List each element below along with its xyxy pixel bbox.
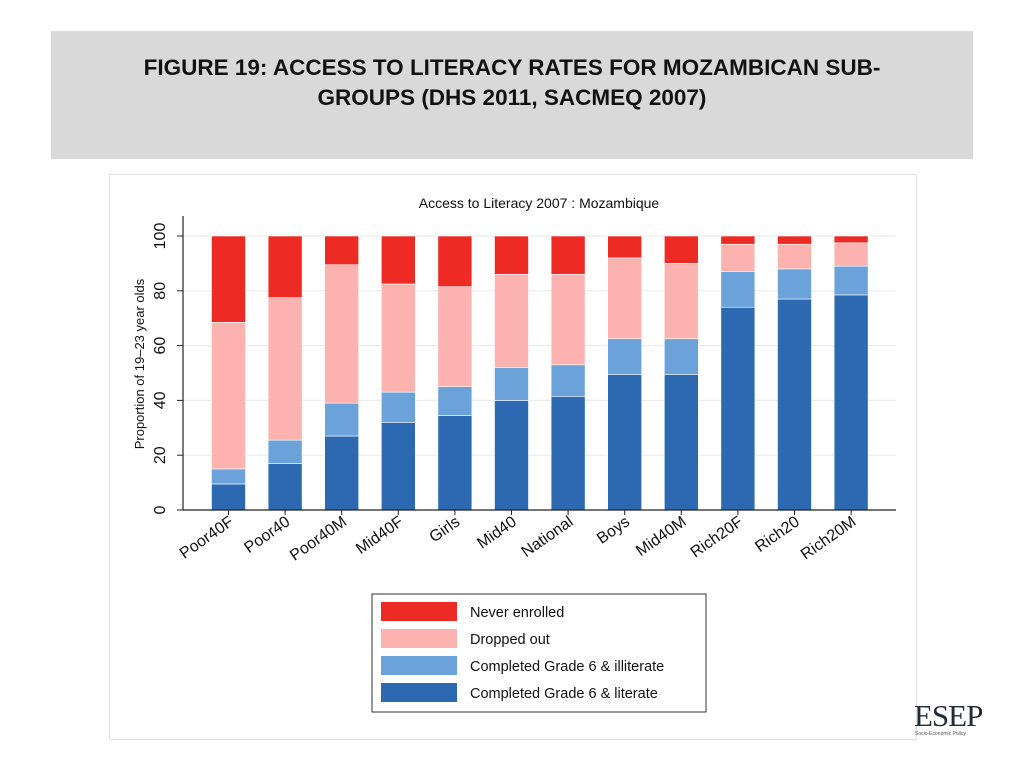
bar-segment-mid40f-1 [380, 391, 416, 423]
legend-label: Completed Grade 6 & illiterate [470, 659, 664, 675]
bar-segment-mid40m-0 [663, 374, 699, 511]
bar-segment-national-0 [550, 395, 586, 511]
bar-segment-poor40f-0 [211, 483, 246, 511]
bar-segment-poor40-0 [267, 463, 303, 511]
legend-swatch [381, 602, 457, 621]
legend-swatch [381, 683, 457, 702]
bar-segment-mid40-0 [494, 400, 529, 511]
bar-segment-rich20m-3 [833, 235, 869, 244]
bar-segment-girls-3 [437, 235, 473, 287]
slide-header: FIGURE 19: ACCESS TO LITERACY RATES FOR … [51, 31, 973, 159]
y-tick-label: 60 [152, 337, 169, 355]
bars [211, 235, 869, 511]
logo-subtitle: Socio-Economic Policy [915, 731, 966, 737]
bar-segment-mid40f-2 [380, 283, 416, 393]
slide-title: FIGURE 19: ACCESS TO LITERACY RATES FOR … [143, 55, 881, 110]
x-tick-label: National [519, 513, 577, 561]
legend-label: Completed Grade 6 & literate [470, 686, 658, 702]
bar-segment-national-3 [550, 235, 586, 275]
y-tick-label: 80 [152, 282, 169, 300]
legend-label: Never enrolled [470, 605, 564, 621]
bar-segment-poor40m-3 [324, 235, 360, 266]
bar-segment-rich20-3 [777, 235, 812, 245]
logo-text: ESEP [914, 698, 983, 733]
x-tick-label: Mid40 [474, 513, 520, 552]
y-tick-label: 100 [152, 223, 169, 250]
bar-segment-boys-2 [607, 257, 643, 340]
bar-segment-poor40-2 [267, 297, 303, 441]
x-tick-label: Girls [427, 513, 464, 546]
legend-swatch [381, 629, 457, 648]
bar-segment-poor40-3 [267, 235, 303, 298]
bar-segment-poor40m-2 [324, 264, 360, 404]
x-tick-label: Rich20M [798, 513, 859, 563]
bar-segment-poor40f-2 [211, 322, 246, 470]
y-axis-label: Proportion of 19–23 year olds [132, 278, 147, 449]
bar-segment-boys-1 [607, 338, 643, 375]
bar-segment-poor40f-3 [211, 235, 246, 323]
y-tick-label: 0 [152, 505, 169, 514]
bar-segment-girls-2 [437, 286, 473, 388]
legend-swatch [381, 656, 457, 675]
bar-segment-poor40m-1 [324, 402, 360, 437]
x-tick-label: Poor40M [287, 513, 350, 564]
bar-segment-mid40-2 [494, 274, 529, 368]
legend: Never enrolled Dropped out Completed Grade… [371, 593, 707, 713]
x-tick-label: Boys [594, 513, 633, 547]
x-tick-label: Poor40F [177, 513, 237, 562]
bar-segment-rich20-2 [777, 243, 812, 270]
x-tick-label: Poor40 [241, 513, 293, 557]
y-tick-label: 40 [152, 391, 169, 409]
bar-segment-girls-0 [437, 415, 473, 511]
bar-segment-national-1 [550, 364, 586, 397]
x-tick-label: Mid40M [633, 513, 689, 560]
bar-segment-rich20f-2 [720, 243, 756, 272]
bar-segment-mid40-1 [494, 367, 529, 401]
bar-segment-rich20m-2 [833, 242, 869, 267]
bar-segment-mid40m-2 [663, 263, 699, 340]
bar-segment-rich20m-1 [833, 265, 869, 296]
bar-segment-rich20m-0 [833, 294, 869, 511]
bar-segment-boys-3 [607, 235, 643, 259]
bar-segment-boys-0 [607, 374, 643, 511]
bar-segment-mid40-3 [494, 235, 529, 275]
bar-segment-rich20f-1 [720, 271, 756, 308]
bar-segment-poor40f-1 [211, 468, 246, 485]
bar-segment-mid40f-0 [380, 422, 416, 511]
x-tick-label: Rich20 [752, 513, 803, 556]
bar-segment-national-2 [550, 274, 586, 366]
x-tick-label: Mid40F [353, 513, 407, 558]
esep-logo: ESEP Socio-Economic Policy [914, 700, 984, 740]
bar-segment-rich20-0 [777, 298, 812, 511]
chart-title: Access to Literacy 2007 : Mozambique [419, 195, 660, 211]
bar-segment-poor40m-0 [324, 435, 360, 511]
bar-segment-mid40m-1 [663, 338, 699, 375]
y-tick-label: 20 [152, 446, 169, 464]
legend-label: Dropped out [470, 632, 550, 648]
bar-segment-rich20-1 [777, 268, 812, 300]
bar-segment-girls-1 [437, 386, 473, 416]
bar-segment-poor40-1 [267, 439, 303, 464]
bar-segment-rich20f-3 [720, 235, 756, 245]
bar-segment-mid40f-3 [380, 235, 416, 285]
bar-segment-rich20f-0 [720, 306, 756, 511]
bar-segment-mid40m-3 [663, 235, 699, 264]
x-tick-label: Rich20F [688, 513, 747, 561]
